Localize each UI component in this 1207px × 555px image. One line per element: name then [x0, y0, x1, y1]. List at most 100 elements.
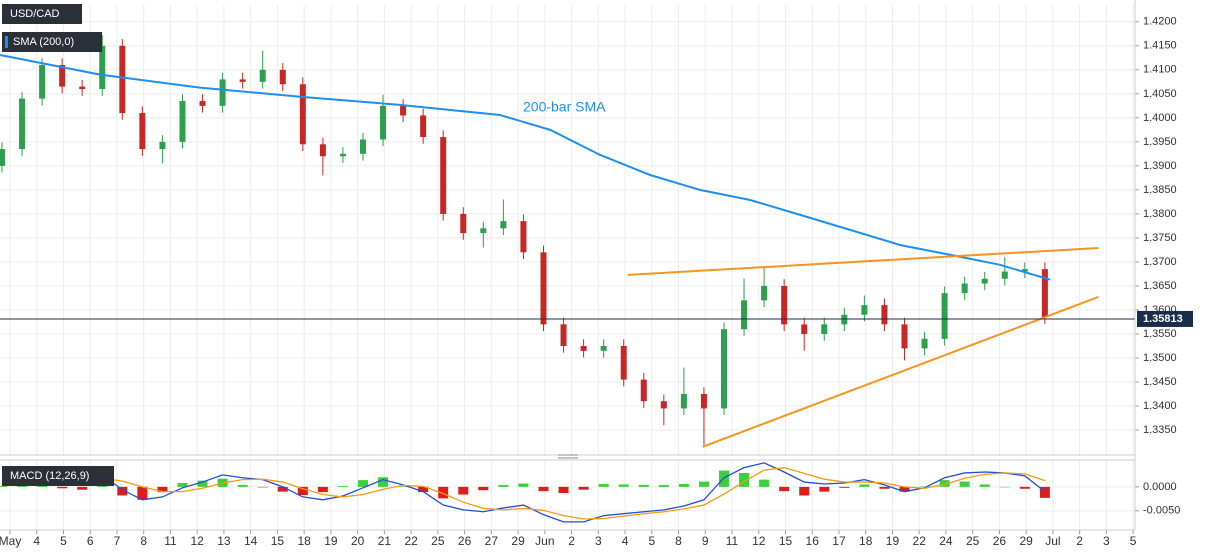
macd-histogram-bar [959, 481, 970, 487]
symbol-label: USD/CAD [10, 8, 60, 20]
candle-body [901, 324, 908, 349]
macd-histogram-bar [578, 486, 589, 490]
macd-histogram-bar [398, 486, 409, 487]
x-tick-label: 9 [702, 534, 709, 548]
candle-body [981, 278, 988, 284]
macd-histogram-bar [277, 486, 288, 492]
x-tick-label: 25 [966, 534, 980, 548]
x-tick-label: 4 [622, 534, 629, 548]
candle-body [941, 293, 948, 339]
x-tick-label: 29 [511, 534, 525, 548]
candle-body [159, 141, 166, 150]
macd-histogram-bar [779, 486, 790, 492]
candle-body [761, 285, 768, 301]
labels: USD/CAD SMA (200,0) MACD (12,26,9) 200-b… [0, 4, 1193, 548]
candle-body [841, 314, 848, 325]
macd-histogram-bar [859, 484, 870, 487]
macd-histogram-bar [819, 486, 830, 492]
x-tick-label: 11 [164, 534, 177, 548]
x-tick-label: May [0, 534, 21, 548]
macd-histogram-bar [879, 486, 890, 489]
macd-histogram-bar [919, 486, 930, 487]
indicator-label: SMA (200,0) [13, 36, 74, 48]
macd-histogram-bar [839, 486, 850, 488]
y-tick-label: 1.4050 [1143, 88, 1177, 100]
resize-handle [558, 454, 578, 459]
macd-histogram-bar [1039, 486, 1050, 498]
candle-body [861, 305, 868, 315]
last-price-label: 1.35813 [1143, 313, 1183, 325]
candle-body [139, 113, 146, 150]
candle-body [660, 401, 667, 409]
macd-histogram-bar [418, 486, 429, 493]
macd-histogram-bar [1019, 486, 1030, 489]
candle-body [79, 86, 86, 90]
y-tick-label: -0.0050 [1143, 505, 1180, 517]
last-price-box [1137, 310, 1193, 327]
candle-body [299, 84, 306, 145]
macd-histogram-bar [658, 484, 669, 487]
macd-line [1, 462, 1046, 523]
macd-histogram-bar [438, 486, 449, 499]
x-tick-label: 29 [1019, 534, 1033, 548]
macd-histogram-bar [739, 472, 750, 487]
candle-body [540, 252, 547, 325]
candle-body [420, 115, 427, 138]
candle-body [99, 45, 106, 90]
y-tick-label: 1.4100 [1143, 64, 1177, 76]
candle-body [219, 79, 226, 106]
annotation: 200-bar SMA [523, 99, 606, 115]
macd-histogram-bar [558, 486, 569, 494]
y-tick-label: 1.3750 [1143, 232, 1177, 244]
y-tick-label: 1.3950 [1143, 136, 1177, 148]
y-tick-label: 1.3450 [1143, 376, 1177, 388]
macd-histogram-bar [979, 484, 990, 487]
x-tick-label: 12 [752, 534, 766, 548]
candle-body [881, 305, 888, 325]
macd-histogram-bar [478, 486, 489, 491]
macd-histogram-bar [598, 483, 609, 487]
x-tick-label: 2 [1076, 534, 1083, 548]
y-tick-label: 1.3650 [1143, 280, 1177, 292]
candle-body [239, 79, 246, 82]
macd-histogram-bar [799, 486, 810, 496]
y-tick-label: 1.3550 [1143, 328, 1177, 340]
macd-histogram-bar [759, 479, 770, 487]
y-tick-label: 1.4200 [1143, 16, 1177, 28]
x-tick-label: 5 [648, 534, 655, 548]
candle-body [279, 69, 286, 85]
candle-body [801, 324, 808, 334]
x-tick-label: 26 [458, 534, 472, 548]
macd-histogram-bar [237, 484, 248, 487]
candle-body [400, 105, 407, 116]
macd-histogram-bar [0, 485, 7, 487]
macd-histogram-bar [698, 481, 709, 487]
candle-body [460, 213, 467, 234]
y-tick-label: 1.4150 [1143, 40, 1177, 52]
x-tick-label: Jul [1045, 534, 1060, 548]
sma-line [0, 53, 1051, 281]
candle-body [741, 300, 748, 330]
candle-body [259, 69, 266, 82]
candle-body [380, 105, 387, 140]
candle-body [600, 345, 607, 351]
candle-body [39, 65, 46, 99]
x-tick-label: 18 [859, 534, 873, 548]
x-tick-label: 3 [1103, 534, 1110, 548]
macd-histogram-bar [117, 486, 128, 496]
macd-histogram-bar [297, 486, 308, 495]
x-tick-label: 5 [60, 534, 67, 548]
macd-histogram-bar [618, 484, 629, 487]
signal-line [1, 467, 1046, 520]
macd-histogram-bar [197, 480, 208, 487]
x-tick-label: 13 [217, 534, 231, 548]
candle-body [720, 329, 727, 409]
marks [0, 35, 1135, 523]
macd-histogram-bar [518, 483, 529, 487]
grid [0, 5, 1139, 534]
candle-body [0, 149, 5, 166]
symbol-box [2, 4, 82, 24]
candle-body [680, 394, 687, 409]
x-tick-label: 11 [726, 534, 739, 548]
